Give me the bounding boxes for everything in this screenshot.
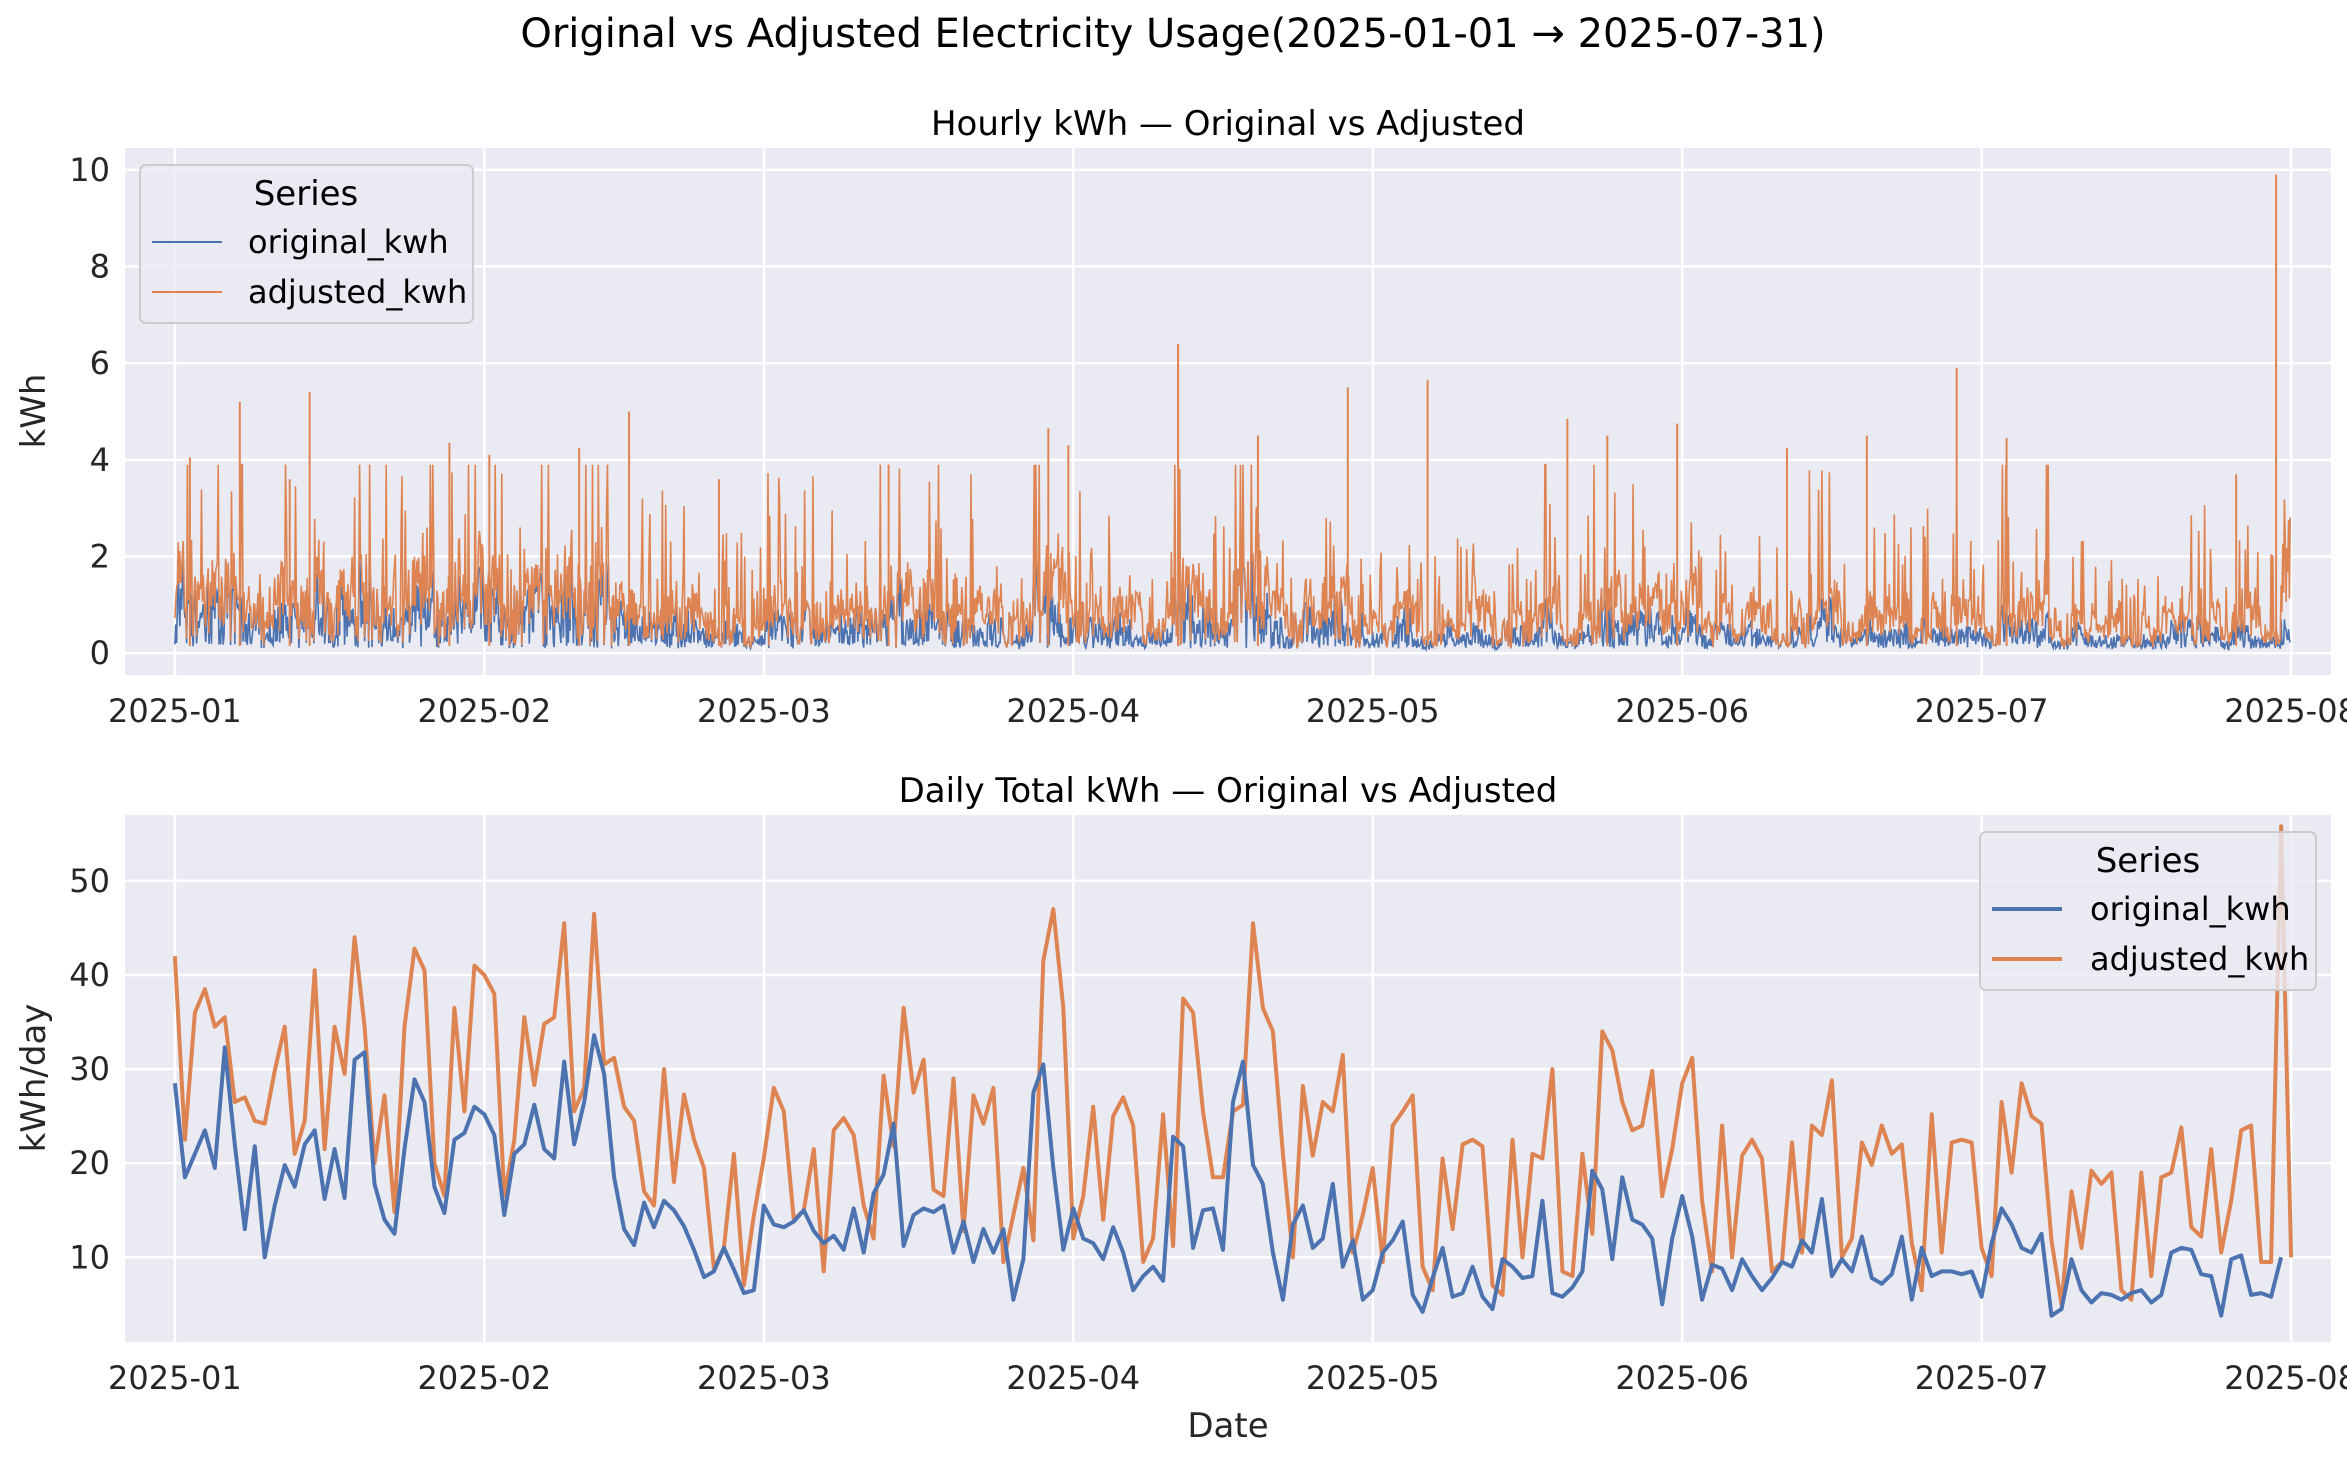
hourly-y-tick-label: 0 (90, 634, 110, 672)
daily-legend-label-adjusted: adjusted_kwh (2090, 940, 2309, 978)
hourly-x-tick-label: 2025-03 (697, 692, 831, 730)
daily-legend-label-original: original_kwh (2090, 890, 2291, 928)
hourly-y-tick-label: 8 (90, 247, 110, 285)
hourly-legend-title: Series (254, 174, 359, 214)
daily-x-axis-label: Date (1187, 1406, 1268, 1446)
daily-x-tick-labels: 2025-01 2025-02 2025-03 2025-04 2025-05 2025-… (108, 1359, 2347, 1397)
hourly-y-tick-label: 2 (90, 538, 110, 576)
hourly-x-tick-label: 2025-05 (1306, 692, 1440, 730)
daily-y-tick-label: 40 (69, 956, 110, 994)
daily-x-tick-label: 2025-07 (1915, 1359, 2049, 1397)
hourly-y-tick-label: 10 (69, 151, 110, 189)
daily-x-tick-label: 2025-02 (417, 1359, 551, 1397)
hourly-x-tick-label: 2025-07 (1915, 692, 2049, 730)
daily-x-tick-label: 2025-01 (108, 1359, 242, 1397)
daily-y-axis-label: kWh/day (14, 1004, 54, 1153)
daily-x-tick-label: 2025-08 (2224, 1359, 2347, 1397)
daily-line-original-kwh (172, 1033, 2284, 1318)
daily-x-tick-label: 2025-06 (1615, 1359, 1749, 1397)
daily-y-tick-label: 10 (69, 1238, 110, 1276)
hourly-legend-label-adjusted: adjusted_kwh (248, 273, 467, 311)
daily-y-tick-label: 30 (69, 1050, 110, 1088)
hourly-legend-box (139, 164, 474, 324)
hourly-x-tick-labels: 2025-01 2025-02 2025-03 2025-04 2025-05 2025-… (108, 692, 2347, 730)
daily-x-tick-label: 2025-05 (1306, 1359, 1440, 1397)
hourly-panel-title: Hourly kWh — Original vs Adjusted (931, 104, 1525, 144)
hourly-y-axis-label: kWh (14, 374, 54, 449)
daily-legend-box (1979, 831, 2317, 991)
hourly-y-tick-labels: 0 2 4 6 8 10 (69, 151, 110, 672)
hourly-x-tick-label: 2025-08 (2224, 692, 2347, 730)
daily-y-tick-labels: 10 20 30 40 50 (69, 862, 110, 1276)
daily-legend-title: Series (2096, 841, 2201, 881)
hourly-line-adjusted-kwh (174, 463, 2291, 650)
daily-y-tick-label: 50 (69, 862, 110, 900)
hourly-x-tick-label: 2025-04 (1006, 692, 1140, 730)
hourly-series-lines (174, 174, 2291, 653)
daily-legend: Series original_kwh adjusted_kwh (1979, 831, 2317, 991)
hourly-x-tick-label: 2025-01 (108, 692, 242, 730)
daily-plot-area (125, 815, 2331, 1342)
hourly-legend: Series original_kwh adjusted_kwh (139, 164, 474, 324)
hourly-x-tick-label: 2025-06 (1615, 692, 1749, 730)
daily-x-tick-label: 2025-03 (697, 1359, 831, 1397)
hourly-legend-label-original: original_kwh (248, 223, 449, 261)
daily-series-lines (172, 824, 2294, 1318)
hourly-x-tick-label: 2025-02 (417, 692, 551, 730)
hourly-y-tick-label: 6 (90, 344, 110, 382)
daily-gridlines (125, 815, 2331, 1342)
hourly-y-tick-label: 4 (90, 441, 110, 479)
daily-y-tick-label: 20 (69, 1144, 110, 1182)
figure-title: Original vs Adjusted Electricity Usage(2… (520, 11, 1825, 57)
daily-x-tick-label: 2025-04 (1006, 1359, 1140, 1397)
daily-panel-title: Daily Total kWh — Original vs Adjusted (899, 771, 1558, 811)
